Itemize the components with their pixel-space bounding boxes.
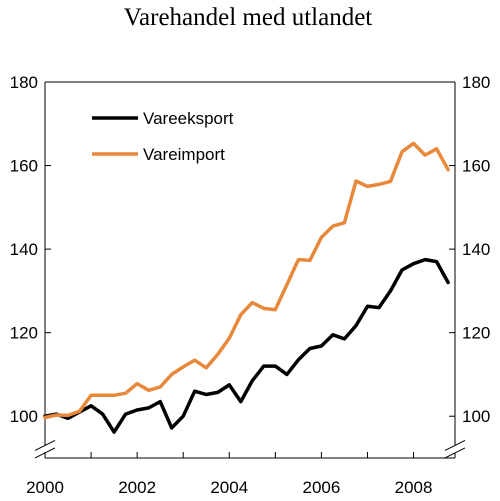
y-tick-label-left: 100 [10,407,38,426]
y-tick-label-left: 120 [10,324,38,343]
y-axis-left: 100 120 140 160 180 [10,73,51,426]
axis-break-mark [34,440,56,451]
y-tick-label-right: 140 [462,240,490,259]
y-tick-label-right: 120 [462,324,490,343]
x-tick-label: 2000 [26,478,64,497]
chart-title: Varehandel med utlandet [124,4,373,31]
axis-break-mark [444,440,466,451]
plot-frame [44,81,456,459]
y-tick-label-left: 140 [10,240,38,259]
series-line-vareeksport [43,257,450,434]
x-tick-label: 2004 [210,478,248,497]
axis-break-mark [444,447,466,459]
x-tick-label: 2008 [395,478,433,497]
x-tick-label: 2006 [302,478,340,497]
y-tick-label-left: 180 [10,73,38,92]
x-axis: 2000 2002 2004 2006 2008 [26,452,432,497]
legend-label: Vareeksport [143,109,234,128]
y-axis-right: 100 120 140 160 180 [449,73,490,426]
x-tick-label: 2002 [118,478,156,497]
y-tick-label-right: 180 [462,73,490,92]
series-line-vareimport [43,141,450,420]
legend-label: Vareimport [143,145,225,164]
y-tick-label-right: 100 [462,407,490,426]
y-tick-label-left: 160 [10,157,38,176]
axis-break-marks [34,440,466,459]
y-tick-label-right: 160 [462,157,490,176]
series-group [43,141,450,434]
legend: Vareeksport Vareimport [92,109,234,164]
